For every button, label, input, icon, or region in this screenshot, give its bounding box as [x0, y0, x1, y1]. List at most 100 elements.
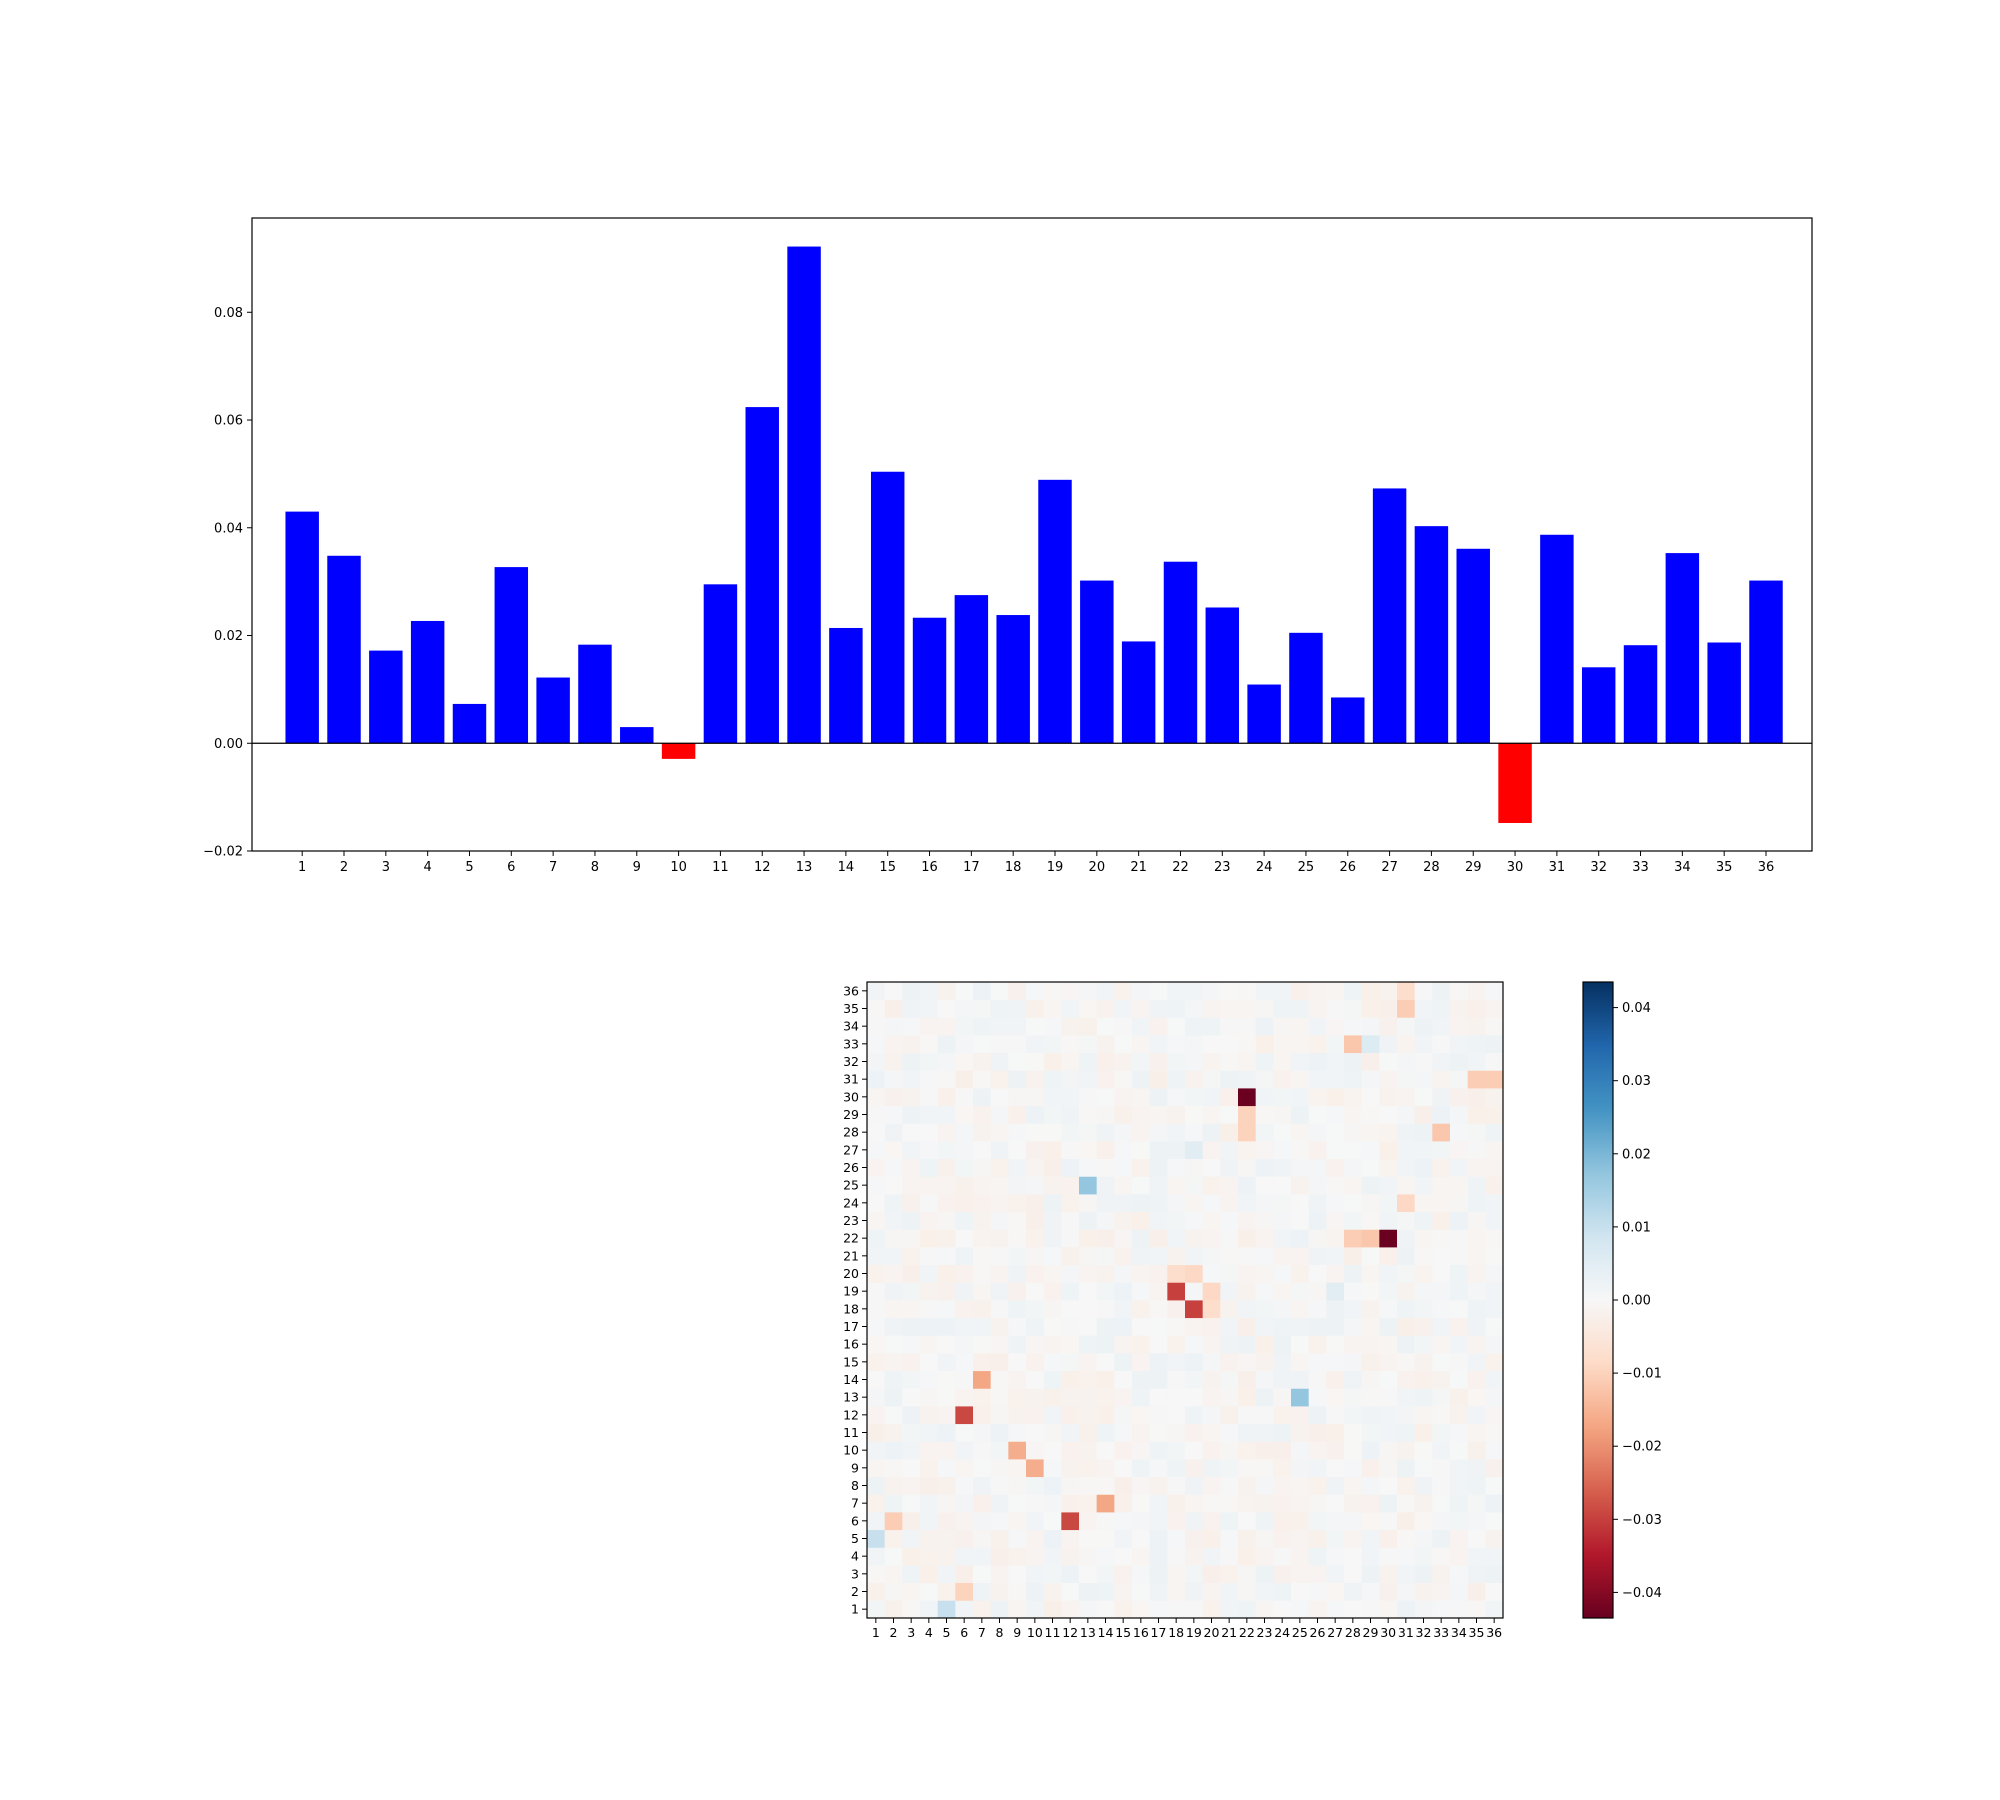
heatmap-cell: [1414, 1406, 1433, 1425]
heatmap-cell: [990, 1600, 1009, 1619]
heatmap-cell: [1043, 1529, 1062, 1548]
heatmap-cell: [1467, 1547, 1486, 1566]
heatmap-x-tick-label: 16: [1133, 1625, 1149, 1640]
heatmap-cell: [1008, 1582, 1027, 1601]
heatmap-cell: [1185, 1494, 1204, 1513]
heatmap-cell: [1096, 1423, 1115, 1442]
heatmap-cell: [1185, 999, 1204, 1018]
heatmap-cell: [1432, 1353, 1451, 1372]
heatmap-cell: [1326, 1406, 1345, 1425]
heatmap-cell: [955, 1441, 974, 1460]
heatmap-cell: [867, 1194, 886, 1213]
heatmap-cell: [1414, 1176, 1433, 1195]
heatmap-cell: [1344, 1105, 1363, 1124]
x-tick-label-29: 29: [1465, 860, 1482, 875]
heatmap-cell: [1397, 1582, 1416, 1601]
heatmap-cell: [1079, 1300, 1098, 1319]
heatmap-cell: [902, 1476, 921, 1495]
heatmap-cell: [1344, 999, 1363, 1018]
heatmap-cell: [1167, 1088, 1186, 1107]
heatmap-cell: [1379, 1105, 1398, 1124]
heatmap-cell: [1167, 1335, 1186, 1354]
heatmap-cell: [1096, 1582, 1115, 1601]
heatmap-cell: [1308, 999, 1327, 1018]
heatmap-cell: [1043, 1476, 1062, 1495]
heatmap-cell: [1255, 1070, 1274, 1089]
bar-4: [410, 620, 445, 744]
heatmap-cell: [1149, 1335, 1168, 1354]
heatmap-cell: [1273, 1600, 1292, 1619]
heatmap-cell: [1079, 1388, 1098, 1407]
heatmap-cell: [902, 1194, 921, 1213]
heatmap-cell: [902, 1247, 921, 1266]
heatmap-cell: [1185, 1123, 1204, 1142]
heatmap-cell: [1202, 1052, 1221, 1071]
heatmap-cell: [1149, 1353, 1168, 1372]
heatmap-cell: [1202, 1158, 1221, 1177]
heatmap-cell: [1061, 1035, 1080, 1054]
heatmap-cell: [884, 1158, 903, 1177]
heatmap-cell: [1414, 1494, 1433, 1513]
heatmap-cell: [1061, 1406, 1080, 1425]
heatmap-cell: [1026, 1035, 1045, 1054]
heatmap-cell: [1008, 1264, 1027, 1283]
heatmap-y-tick-label: 9: [851, 1460, 859, 1475]
heatmap-cell: [1238, 999, 1257, 1018]
heatmap-cell: [990, 1141, 1009, 1160]
heatmap-y-tick-label: 31: [843, 1072, 859, 1087]
heatmap-cell: [884, 999, 903, 1018]
heatmap-cell: [920, 1211, 939, 1230]
heatmap-cell: [1220, 1441, 1239, 1460]
heatmap-cell: [1079, 1035, 1098, 1054]
heatmap-cell: [937, 1406, 956, 1425]
heatmap-cell: [1008, 1052, 1027, 1071]
heatmap-cell: [1096, 1123, 1115, 1142]
heatmap-cell: [990, 1282, 1009, 1301]
x-tick-label-11: 11: [712, 860, 729, 875]
heatmap-cell: [1220, 999, 1239, 1018]
heatmap-cell: [902, 1300, 921, 1319]
heatmap-cell: [1344, 1141, 1363, 1160]
heatmap-cell: [1397, 1176, 1416, 1195]
heatmap-cell: [1361, 1388, 1380, 1407]
bar-3: [369, 650, 403, 744]
heatmap-cell: [1308, 1141, 1327, 1160]
heatmap-cell: [1414, 1565, 1433, 1584]
heatmap-cell: [1379, 1388, 1398, 1407]
heatmap-cell: [920, 1600, 939, 1619]
heatmap-cell: [973, 1035, 992, 1054]
heatmap-cell: [1167, 1158, 1186, 1177]
heatmap-cell: [1185, 1441, 1204, 1460]
heatmap-cell: [1397, 1529, 1416, 1548]
heatmap-cell: [1361, 1017, 1380, 1036]
heatmap-cell: [1096, 1194, 1115, 1213]
heatmap-cell: [1432, 1070, 1451, 1089]
heatmap-cell: [1361, 1264, 1380, 1283]
heatmap-cell: [1397, 1141, 1416, 1160]
heatmap-cell: [1255, 1565, 1274, 1584]
heatmap-cell: [1202, 1176, 1221, 1195]
heatmap-cell: [1238, 1123, 1257, 1142]
heatmap-cell: [1008, 1388, 1027, 1407]
heatmap-cell: [1485, 1370, 1504, 1389]
heatmap-cell: [1096, 1035, 1115, 1054]
heatmap-cell: [1132, 1388, 1151, 1407]
heatmap-x-tick-label: 33: [1433, 1625, 1449, 1640]
heatmap-cell: [973, 1547, 992, 1566]
heatmap-y-tick-label: 17: [843, 1319, 859, 1334]
heatmap-cell: [990, 1476, 1009, 1495]
heatmap-cell: [1273, 999, 1292, 1018]
heatmap-cell: [1273, 1211, 1292, 1230]
heatmap-cell: [1202, 1565, 1221, 1584]
heatmap-cell: [884, 1494, 903, 1513]
heatmap-cell: [1149, 1459, 1168, 1478]
heatmap-cell: [1220, 1547, 1239, 1566]
bar-30: [1498, 743, 1532, 823]
heatmap-cell: [1379, 1476, 1398, 1495]
heatmap-cell: [1079, 982, 1098, 1001]
heatmap-cell: [1096, 1088, 1115, 1107]
heatmap-cell: [867, 1229, 886, 1248]
heatmap-cell: [1485, 1158, 1504, 1177]
heatmap-cell: [1344, 1600, 1363, 1619]
heatmap-cell: [990, 1370, 1009, 1389]
